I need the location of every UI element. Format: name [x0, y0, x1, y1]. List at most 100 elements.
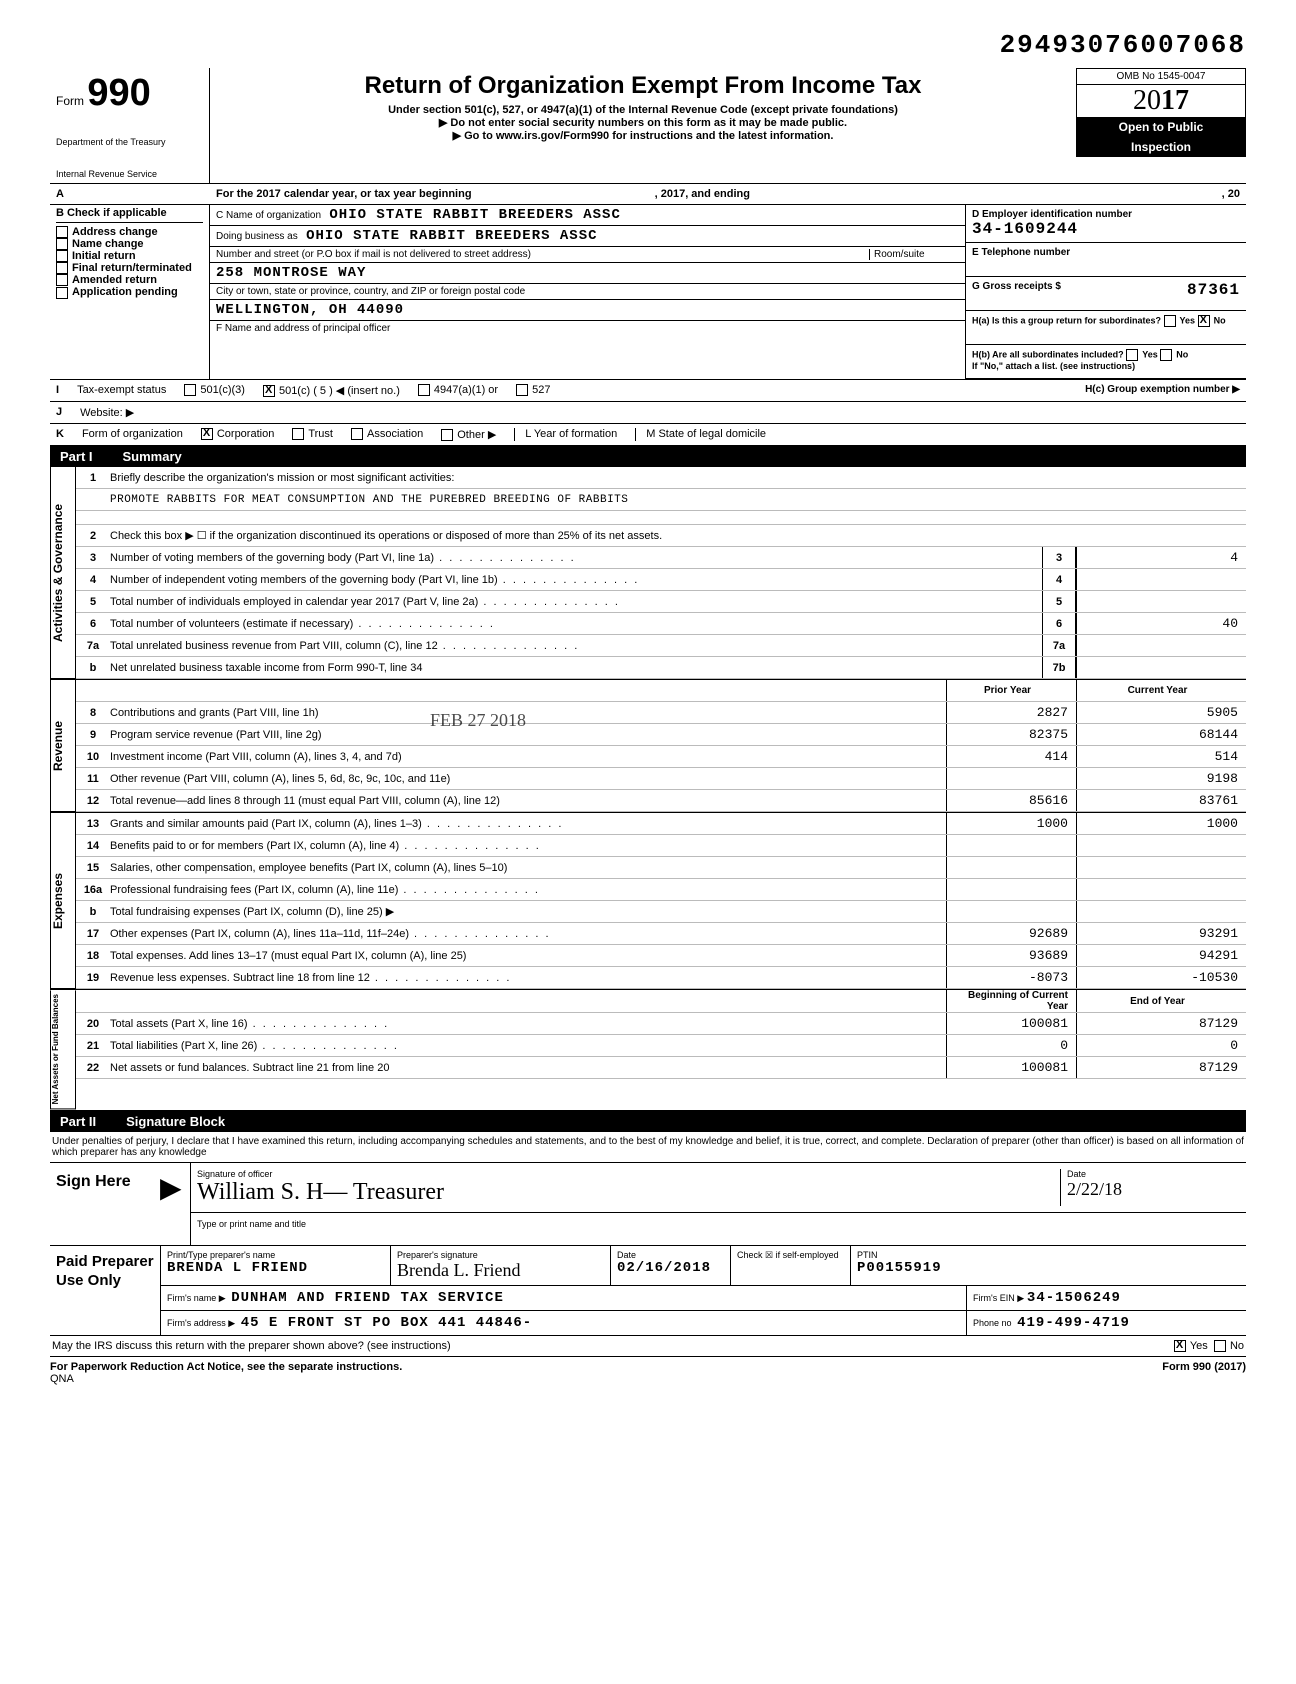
checkbox-final-return[interactable]: Final return/terminated — [56, 262, 203, 274]
sig-date-label: Date — [1067, 1169, 1240, 1179]
paperwork-notice: For Paperwork Reduction Act Notice, see … — [50, 1361, 402, 1373]
principal-officer-label: F Name and address of principal officer — [216, 323, 390, 334]
room-suite-label: Room/suite — [869, 249, 959, 260]
pointer-icon: ▶ — [160, 1163, 190, 1245]
line-6-value: 40 — [1076, 613, 1246, 634]
part-2-header: Part IISignature Block — [50, 1111, 1246, 1132]
form-footer: Form 990 (2017) — [1162, 1361, 1246, 1385]
hb-label: H(b) Are all subordinates included? — [972, 349, 1124, 359]
checkbox-name-change[interactable]: Name change — [56, 238, 203, 250]
irs-discuss-question: May the IRS discuss this return with the… — [52, 1340, 451, 1352]
year-formation-label: L Year of formation — [514, 428, 617, 441]
block-b-thru-g: B Check if applicable Address change Nam… — [50, 205, 1246, 380]
checkbox-application-pending[interactable]: Application pending — [56, 286, 203, 298]
cb-4947[interactable]: 4947(a)(1) or — [418, 384, 498, 397]
beginning-year-header: Beginning of Current Year — [946, 990, 1076, 1012]
doc-locator-number: 29493076007068 — [50, 30, 1246, 60]
form-title: Return of Organization Exempt From Incom… — [220, 72, 1066, 100]
current-year-header: Current Year — [1076, 680, 1246, 701]
org-name: OHIO STATE RABBIT BREEDERS ASSC — [329, 207, 620, 223]
line-22: Net assets or fund balances. Subtract li… — [110, 1062, 946, 1074]
form-word: Form — [56, 94, 84, 108]
row-k-form-org: KForm of organization Corporation Trust … — [50, 424, 1246, 446]
line-17: Other expenses (Part IX, column (A), lin… — [110, 928, 946, 940]
line-7b: Net unrelated business taxable income fr… — [110, 662, 1042, 674]
cb-501c[interactable]: 501(c) ( 5 ) ◀ (insert no.) — [263, 384, 400, 397]
street-address: 258 MONTROSE WAY — [216, 265, 366, 281]
line-18: Total expenses. Add lines 13–17 (must eq… — [110, 950, 946, 962]
line-15: Salaries, other compensation, employee b… — [110, 862, 946, 874]
dept-irs: Internal Revenue Service — [56, 169, 203, 179]
preparer-date: 02/16/2018 — [617, 1260, 724, 1276]
cb-trust[interactable]: Trust — [292, 428, 333, 441]
checkbox-initial-return[interactable]: Initial return — [56, 250, 203, 262]
line-12: Total revenue—add lines 8 through 11 (mu… — [110, 795, 946, 807]
open-to-public-2: Inspection — [1076, 137, 1246, 157]
row-i-tax-exempt: I Tax-exempt status 501(c)(3) 501(c) ( 5… — [50, 380, 1246, 402]
row-j-website: JWebsite: ▶ — [50, 402, 1246, 424]
firm-phone: 419-499-4719 — [1017, 1315, 1130, 1331]
tab-net-assets: Net Assets or Fund Balances — [50, 990, 76, 1109]
col-b-header: B Check if applicable — [56, 207, 203, 223]
firm-ein: 34-1506249 — [1027, 1290, 1121, 1306]
form-subtitle-3: ▶ Go to www.irs.gov/Form990 for instruct… — [220, 129, 1066, 142]
cb-corporation[interactable]: Corporation — [201, 428, 274, 441]
paid-preparer-label: Paid Preparer Use Only — [50, 1246, 160, 1335]
city-state-zip: WELLINGTON, OH 44090 — [216, 302, 404, 318]
form-subtitle-2: ▶ Do not enter social security numbers o… — [220, 116, 1066, 129]
preparer-signature: Brenda L. Friend — [397, 1260, 604, 1281]
sig-date: 2/22/18 — [1067, 1179, 1240, 1200]
preparer-name: BRENDA L FRIEND — [167, 1260, 384, 1276]
dba-label: Doing business as — [216, 231, 298, 242]
address-label: Number and street (or P.O box if mail is… — [216, 249, 531, 260]
perjury-statement: Under penalties of perjury, I declare th… — [50, 1132, 1246, 1162]
line-7a: Total unrelated business revenue from Pa… — [110, 640, 1042, 652]
line-14: Benefits paid to or for members (Part IX… — [110, 840, 946, 852]
qna: QNA — [50, 1373, 74, 1385]
officer-signature: William S. H— Treasurer — [197, 1179, 1060, 1206]
form-subtitle-1: Under section 501(c), 527, or 4947(a)(1)… — [220, 104, 1066, 116]
tax-year: 2017 — [1076, 84, 1246, 117]
tab-activities-governance: Activities & Governance — [50, 467, 76, 679]
row-a-tax-year: A For the 2017 calendar year, or tax yea… — [50, 184, 1246, 205]
line-19: Revenue less expenses. Subtract line 18 … — [110, 972, 946, 984]
cb-501c3[interactable]: 501(c)(3) — [184, 384, 245, 397]
form-header: Form 990 Department of the Treasury Inte… — [50, 68, 1246, 184]
gross-receipts-label: G Gross receipts $ — [972, 281, 1061, 292]
sign-here-label: Sign Here — [50, 1163, 160, 1245]
line-10: Investment income (Part VIII, column (A)… — [110, 751, 946, 763]
sig-officer-label: Signature of officer — [197, 1169, 1060, 1179]
state-domicile-label: M State of legal domicile — [635, 428, 766, 441]
checkbox-address-change[interactable]: Address change — [56, 226, 203, 238]
line-13: Grants and similar amounts paid (Part IX… — [110, 818, 946, 830]
line-21: Total liabilities (Part X, line 26) — [110, 1040, 946, 1052]
line-4: Number of independent voting members of … — [110, 574, 1042, 586]
line-2: Check this box ▶ ☐ if the organization d… — [110, 529, 1246, 542]
tab-revenue: Revenue — [50, 680, 76, 812]
self-employed-check[interactable]: Check ☒ if self-employed — [737, 1250, 844, 1261]
line-5: Total number of individuals employed in … — [110, 596, 1042, 608]
cb-association[interactable]: Association — [351, 428, 423, 441]
hc-label: H(c) Group exemption number ▶ — [1085, 384, 1240, 397]
line-6: Total number of volunteers (estimate if … — [110, 618, 1042, 630]
cb-527[interactable]: 527 — [516, 384, 550, 397]
firm-address: 45 E FRONT ST PO BOX 441 44846- — [241, 1315, 532, 1331]
line-20: Total assets (Part X, line 16) — [110, 1018, 946, 1030]
ein-value: 34-1609244 — [972, 220, 1078, 238]
line-16b: Total fundraising expenses (Part IX, col… — [110, 905, 946, 918]
line-9: Program service revenue (Part VIII, line… — [110, 729, 946, 741]
paid-preparer-block: Paid Preparer Use Only Print/Type prepar… — [50, 1246, 1246, 1336]
mission-statement: PROMOTE RABBITS FOR MEAT CONSUMPTION AND… — [110, 494, 1246, 506]
line-11: Other revenue (Part VIII, column (A), li… — [110, 773, 946, 785]
checkbox-amended-return[interactable]: Amended return — [56, 274, 203, 286]
line-3: Number of voting members of the governin… — [110, 552, 1042, 564]
irs-no[interactable]: No — [1214, 1340, 1244, 1352]
received-stamp: FEB 27 2018 — [430, 710, 526, 731]
dba-value: OHIO STATE RABBIT BREEDERS ASSC — [306, 228, 597, 244]
ein-label: D Employer identification number — [972, 209, 1132, 220]
dept-treasury: Department of the Treasury — [56, 137, 203, 147]
open-to-public-1: Open to Public — [1076, 117, 1246, 137]
irs-yes[interactable]: Yes — [1174, 1340, 1208, 1352]
prior-year-header: Prior Year — [946, 680, 1076, 701]
cb-other[interactable]: Other ▶ — [441, 428, 496, 441]
